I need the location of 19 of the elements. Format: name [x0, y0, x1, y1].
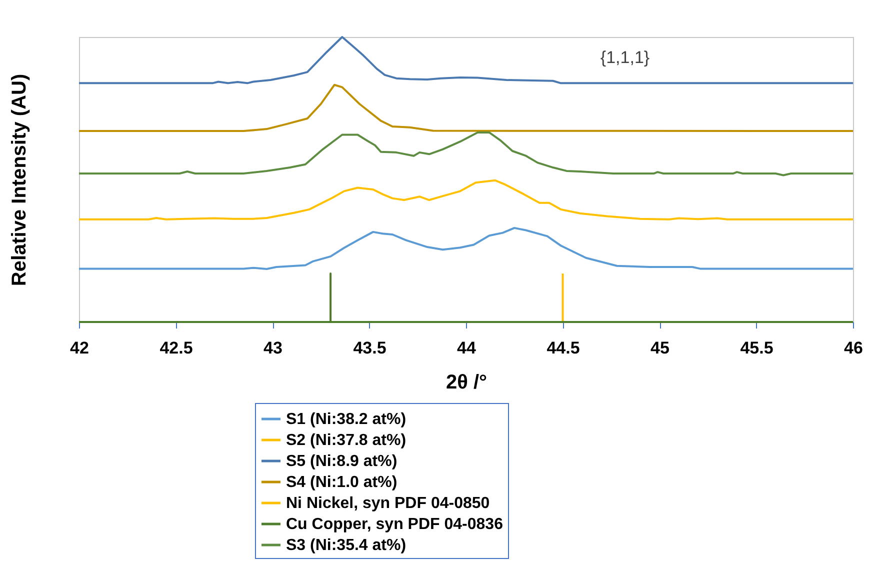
x-tick-label: 44.5: [546, 338, 580, 358]
legend-label: S4 (Ni:1.0 at%): [286, 474, 398, 491]
x-tick-label: 45: [650, 338, 670, 358]
legend-label: S3 (Ni:35.4 at%): [286, 537, 406, 554]
annotation: {1,1,1}: [600, 48, 650, 67]
legend-label: S5 (Ni:8.9 at%): [286, 453, 398, 470]
y-axis-title: Relative Intensity (AU): [8, 74, 30, 286]
x-tick-label: 44: [457, 338, 476, 358]
x-tick-label: 42: [70, 338, 89, 358]
x-tick-label: 42.5: [160, 338, 193, 358]
legend-label: S1 (Ni:38.2 at%): [286, 411, 406, 428]
x-tick-label: 45.5: [740, 338, 774, 358]
legend-label: S2 (Ni:37.8 at%): [286, 432, 406, 449]
legend-label: Cu Copper, syn PDF 04-0836: [286, 516, 504, 533]
x-axis-title: 2θ /°: [446, 372, 488, 394]
x-tick-label: 46: [844, 338, 863, 358]
legend-label: Ni Nickel, syn PDF 04-0850: [286, 495, 490, 512]
x-tick-label: 43: [264, 338, 282, 358]
x-tick-label: 43.5: [353, 338, 386, 358]
